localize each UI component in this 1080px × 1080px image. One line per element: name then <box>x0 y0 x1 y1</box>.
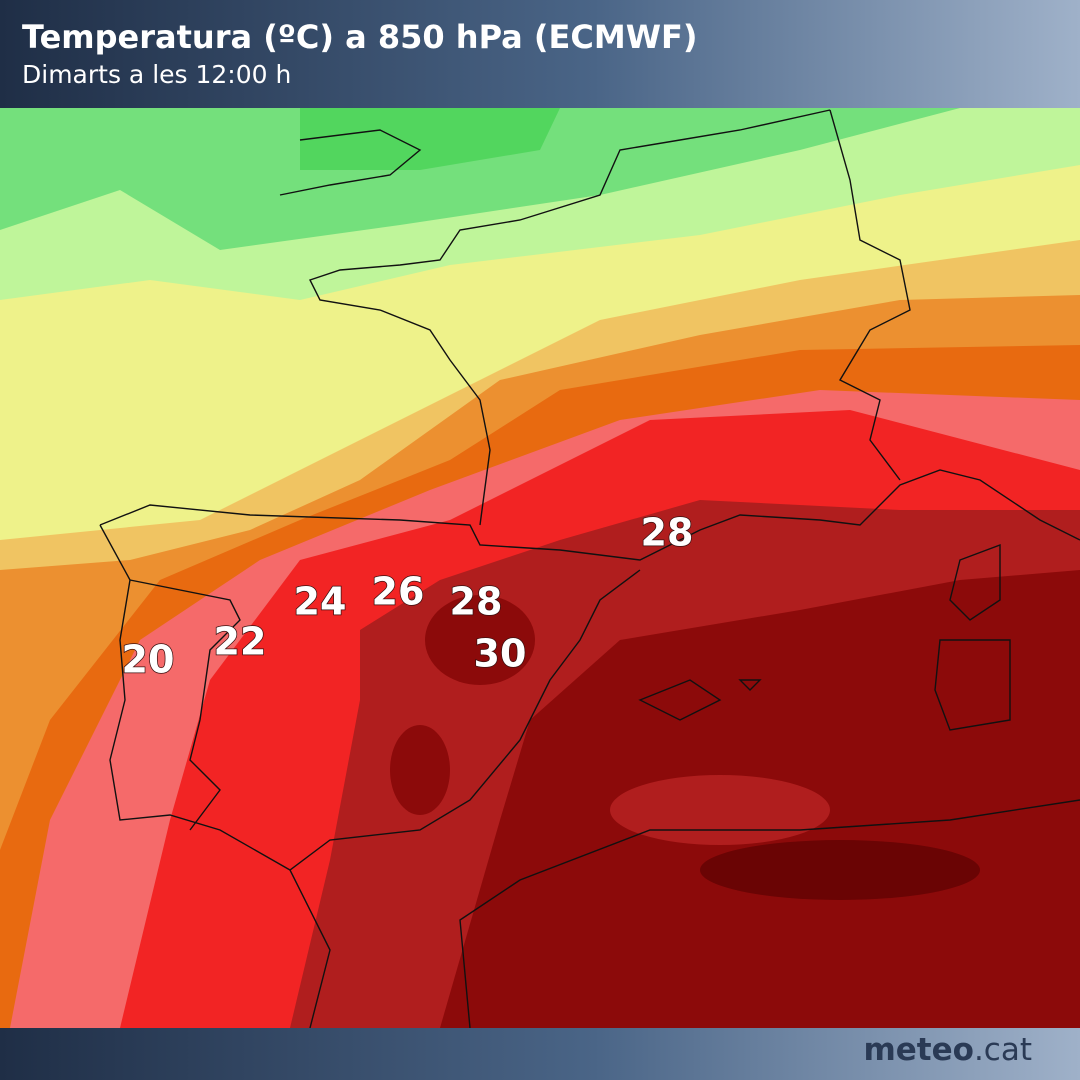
map: 20 22 24 26 28 30 28 <box>0 108 1080 1028</box>
temperature-label: 24 <box>294 580 347 624</box>
band <box>300 108 560 170</box>
temperature-label: 22 <box>214 620 267 664</box>
logo: meteo.cat <box>863 1032 1032 1068</box>
subtitle: Dimarts a les 12:00 h <box>22 60 292 89</box>
temperature-label: 28 <box>450 580 503 624</box>
coastline <box>289 799 1080 1028</box>
temperature-label: 20 <box>122 638 175 682</box>
coastline <box>309 109 831 526</box>
border <box>129 579 241 831</box>
title: Temperatura (ºC) a 850 hPa (ECMWF) <box>22 18 698 56</box>
island <box>638 679 762 721</box>
blob <box>390 725 450 815</box>
logo-suffix: .cat <box>973 1032 1032 1068</box>
blob <box>425 595 535 685</box>
border <box>829 109 911 481</box>
coastline <box>279 129 422 196</box>
footer: meteo.cat <box>0 1028 1080 1080</box>
logo-brand: meteo <box>863 1032 974 1068</box>
temperature-label: 30 <box>474 632 527 676</box>
island <box>934 543 1011 731</box>
blob <box>700 840 980 900</box>
coastline <box>99 469 1080 561</box>
header: Temperatura (ºC) a 850 hPa (ECMWF) Dimar… <box>0 0 1080 108</box>
temperature-label: 26 <box>372 570 425 614</box>
temperature-label: 28 <box>641 511 694 555</box>
blob <box>610 775 830 845</box>
